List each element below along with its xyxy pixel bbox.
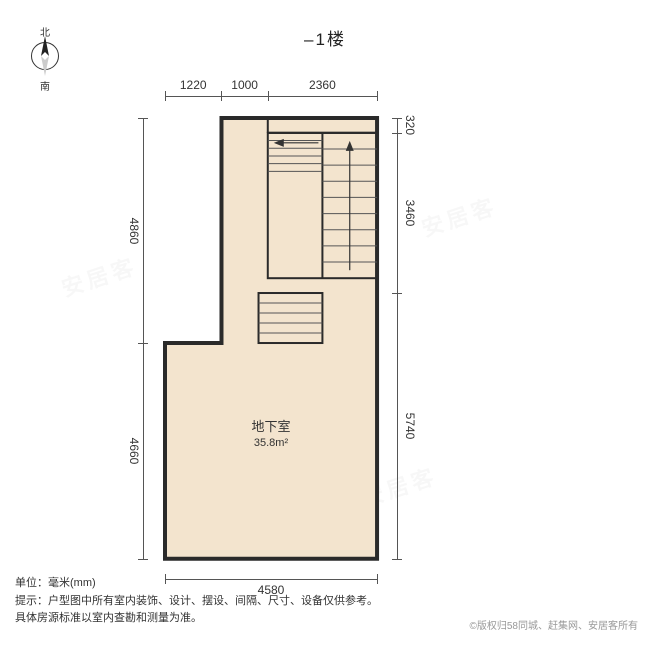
note2-line: 具体房源标准以室内查勘和测量为准。 [15,610,378,628]
copyright-text: ©版权归58同城、赶集网、安居客所有 [470,617,639,632]
floor-plan [0,0,650,650]
dim-label: 320 [403,115,417,135]
dim-label: 1000 [231,78,258,92]
dim-label: 5740 [403,413,417,440]
dim-label: 1220 [180,78,207,92]
dim-label: 4660 [127,438,141,465]
dim-label: 2360 [309,78,336,92]
page-root: { "canvas": { "width": 650, "height": 65… [0,0,650,650]
dim-label: 3460 [403,200,417,227]
unit-line: 单位：毫米(mm) [15,575,378,593]
footnotes: 单位：毫米(mm) 提示：户型图中所有室内装饰、设计、摆设、间隔、尺寸、设备仅供… [15,575,378,628]
room-area: 35.8m² [231,437,311,449]
dim-label: 4860 [127,217,141,244]
note1-line: 提示：户型图中所有室内装饰、设计、摆设、间隔、尺寸、设备仅供参考。 [15,593,378,611]
room-label: 地下室 35.8m² [231,416,311,449]
room-name: 地下室 [231,416,311,435]
